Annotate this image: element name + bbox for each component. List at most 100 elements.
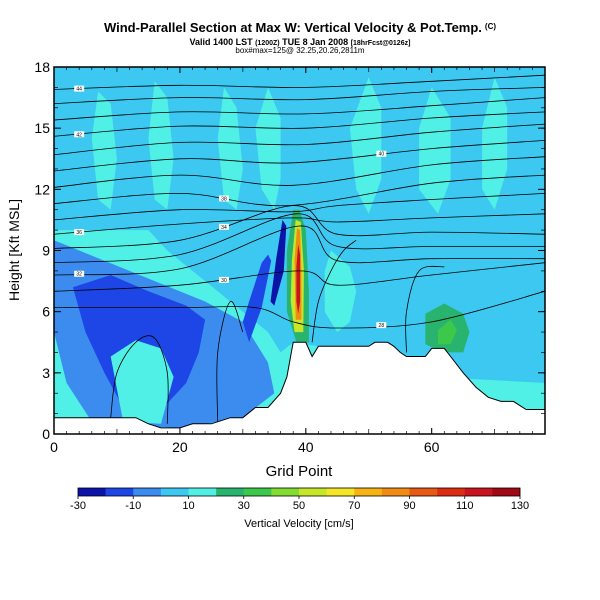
colorbar-segment bbox=[78, 488, 106, 496]
isentrope-label-box bbox=[218, 195, 229, 202]
colorbar-segment bbox=[409, 488, 438, 496]
velocity-region bbox=[438, 319, 457, 345]
valid-forecast-init: [18hrFcst@0126z] bbox=[350, 40, 411, 47]
x-axis-label: Grid Point bbox=[266, 463, 334, 480]
title-copyright-mark: (C) bbox=[484, 22, 497, 31]
y-tick-label: 9 bbox=[42, 243, 50, 259]
y-tick-label: 6 bbox=[42, 304, 50, 320]
isentrope-line bbox=[54, 213, 545, 264]
velocity-contour bbox=[110, 335, 169, 424]
isentrope-line bbox=[54, 262, 545, 292]
y-tick-label: 3 bbox=[42, 365, 50, 381]
velocity-region bbox=[324, 250, 357, 333]
y-tick-label: 12 bbox=[34, 181, 50, 197]
isentrope-label-box bbox=[218, 276, 229, 283]
colorbar-segment bbox=[105, 488, 134, 496]
colorbar-segment bbox=[216, 488, 245, 496]
colorbar-segment bbox=[381, 488, 410, 496]
colorbar-tick-label: 90 bbox=[403, 500, 415, 512]
velocity-region bbox=[296, 244, 301, 314]
isentrope-label-box bbox=[74, 85, 85, 92]
colorbar-segment bbox=[243, 488, 272, 496]
colorbar-tick-label: 130 bbox=[511, 500, 529, 512]
colorbar-segment bbox=[271, 488, 300, 496]
velocity-contour bbox=[311, 239, 357, 343]
isentrope-label: 40 bbox=[379, 152, 385, 158]
isentrope-label: 30 bbox=[221, 278, 227, 284]
isentrope-line bbox=[54, 111, 545, 137]
x-tick-label: 20 bbox=[172, 439, 188, 455]
isentrope-label-box bbox=[74, 270, 85, 277]
isentrope-label: 34 bbox=[221, 225, 227, 231]
isentrope-line bbox=[54, 225, 545, 276]
x-tick-label: 0 bbox=[50, 439, 58, 455]
colorbar-segment bbox=[188, 488, 217, 496]
y-tick-label: 15 bbox=[34, 120, 50, 136]
chart-subtitle-valid: Valid 1400 LST (1200Z) TUE 8 Jan 2008 [1… bbox=[0, 37, 600, 47]
potential-temperature-contours bbox=[54, 74, 545, 329]
isentrope-labels: 44 42 40 38 36 34 32 30 28 bbox=[74, 85, 387, 329]
x-tick-label: 60 bbox=[424, 439, 440, 455]
isentrope-line bbox=[54, 205, 545, 249]
colorbar-segment bbox=[160, 488, 189, 496]
valid-day: TUE 8 Jan 2008 bbox=[282, 37, 349, 47]
velocity-region bbox=[270, 219, 287, 306]
colorbar-segment bbox=[437, 488, 466, 496]
isentrope-label: 32 bbox=[76, 272, 82, 278]
colorbar-tick-label: 50 bbox=[293, 500, 305, 512]
terrain bbox=[54, 341, 545, 434]
isentrope-line bbox=[54, 193, 545, 221]
isentrope-label-box bbox=[376, 322, 387, 329]
velocity-contour bbox=[405, 265, 445, 353]
colorbar-tick-label: 70 bbox=[348, 500, 360, 512]
velocity-contour bbox=[216, 301, 244, 422]
isentrope-label-box bbox=[74, 131, 85, 138]
x-axis: 0 20 40 60 bbox=[50, 67, 546, 455]
isentrope-line bbox=[54, 97, 545, 121]
valid-time-utc: (1200Z) bbox=[255, 40, 280, 47]
isentrope-label: 28 bbox=[379, 323, 385, 329]
isentrope-label-box bbox=[218, 223, 229, 230]
colorbar-tick-label: 30 bbox=[238, 500, 250, 512]
colorbar-segment bbox=[133, 488, 162, 496]
x-tick-label: 40 bbox=[298, 439, 314, 455]
colorbar-segment bbox=[464, 488, 493, 496]
chart-title-text: Wind-Parallel Section at Max W: Vertical… bbox=[103, 20, 482, 35]
colorbar-tick-label: 10 bbox=[182, 500, 194, 512]
isentrope-line bbox=[54, 140, 545, 172]
colorbar-tick-label: 110 bbox=[456, 500, 474, 512]
colorbar-segment bbox=[354, 488, 383, 496]
colorbar-segment bbox=[326, 488, 355, 496]
isentrope-label: 38 bbox=[221, 196, 227, 202]
y-tick-label: 18 bbox=[34, 59, 50, 75]
colorbar-tick-label: -10 bbox=[125, 500, 141, 512]
isentrope-line bbox=[54, 290, 545, 329]
colorbar-segment bbox=[492, 488, 521, 496]
y-axis-label: Height [Kft MSL] bbox=[6, 199, 22, 301]
chart-title: Wind-Parallel Section at Max W: Vertical… bbox=[0, 20, 600, 35]
isentrope-label-box bbox=[74, 229, 85, 236]
colorbar-segment bbox=[299, 488, 327, 496]
velocity-region bbox=[255, 87, 281, 210]
y-tick-label: 0 bbox=[42, 426, 50, 442]
isentrope-line bbox=[54, 156, 545, 188]
isentrope-line bbox=[54, 174, 545, 207]
colorbar: -30 -10 10 30 50 70 90 110 130 bbox=[70, 487, 529, 512]
isentrope-label: 36 bbox=[76, 230, 82, 236]
isentrope-label: 44 bbox=[76, 87, 82, 93]
isentrope-label: 42 bbox=[76, 132, 82, 138]
colorbar-label: Vertical Velocity [cm/s] bbox=[244, 518, 353, 530]
chart-subtitle-location: box#max=125@ 32.25,20.26,2811m bbox=[235, 46, 365, 55]
colorbar-tick-label: -30 bbox=[70, 500, 86, 512]
valid-time-main: Valid 1400 LST bbox=[189, 37, 253, 47]
velocity-region bbox=[110, 340, 174, 424]
velocity-region bbox=[148, 81, 174, 210]
isentrope-label-box bbox=[376, 150, 387, 157]
velocity-region bbox=[242, 254, 272, 343]
velocity-contours bbox=[110, 239, 445, 424]
isentrope-line bbox=[54, 74, 545, 90]
isentrope-line bbox=[54, 123, 545, 156]
plot-area: 44 42 40 38 36 34 32 30 28 bbox=[54, 67, 545, 434]
